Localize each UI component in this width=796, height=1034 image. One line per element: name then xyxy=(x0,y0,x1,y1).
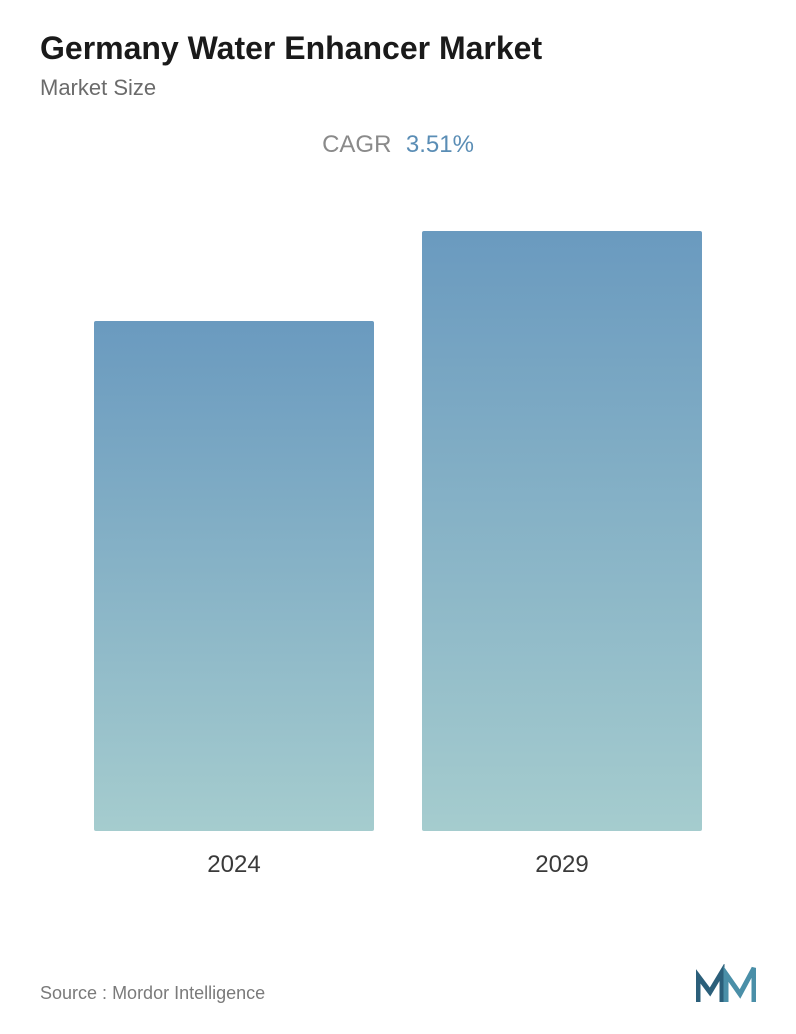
bar-label-2029: 2029 xyxy=(535,851,588,879)
mordor-logo-icon xyxy=(696,964,756,1004)
cagr-label: CAGR xyxy=(322,131,391,158)
source-attribution: Source : Mordor Intelligence xyxy=(40,983,265,1004)
bar-group-2029: 2029 xyxy=(422,231,702,879)
cagr-value: 3.51% xyxy=(406,131,474,158)
bar-2029 xyxy=(422,231,702,831)
chart-title: Germany Water Enhancer Market xyxy=(40,30,756,67)
cagr-row: CAGR 3.51% xyxy=(40,131,756,159)
source-value: Mordor Intelligence xyxy=(112,983,265,1003)
source-label: Source : xyxy=(40,983,107,1003)
bar-chart: 2024 2029 xyxy=(40,259,756,879)
bar-group-2024: 2024 xyxy=(94,321,374,879)
bar-label-2024: 2024 xyxy=(207,851,260,879)
chart-subtitle: Market Size xyxy=(40,75,756,101)
bar-2024 xyxy=(94,321,374,831)
chart-footer: Source : Mordor Intelligence xyxy=(40,964,756,1004)
